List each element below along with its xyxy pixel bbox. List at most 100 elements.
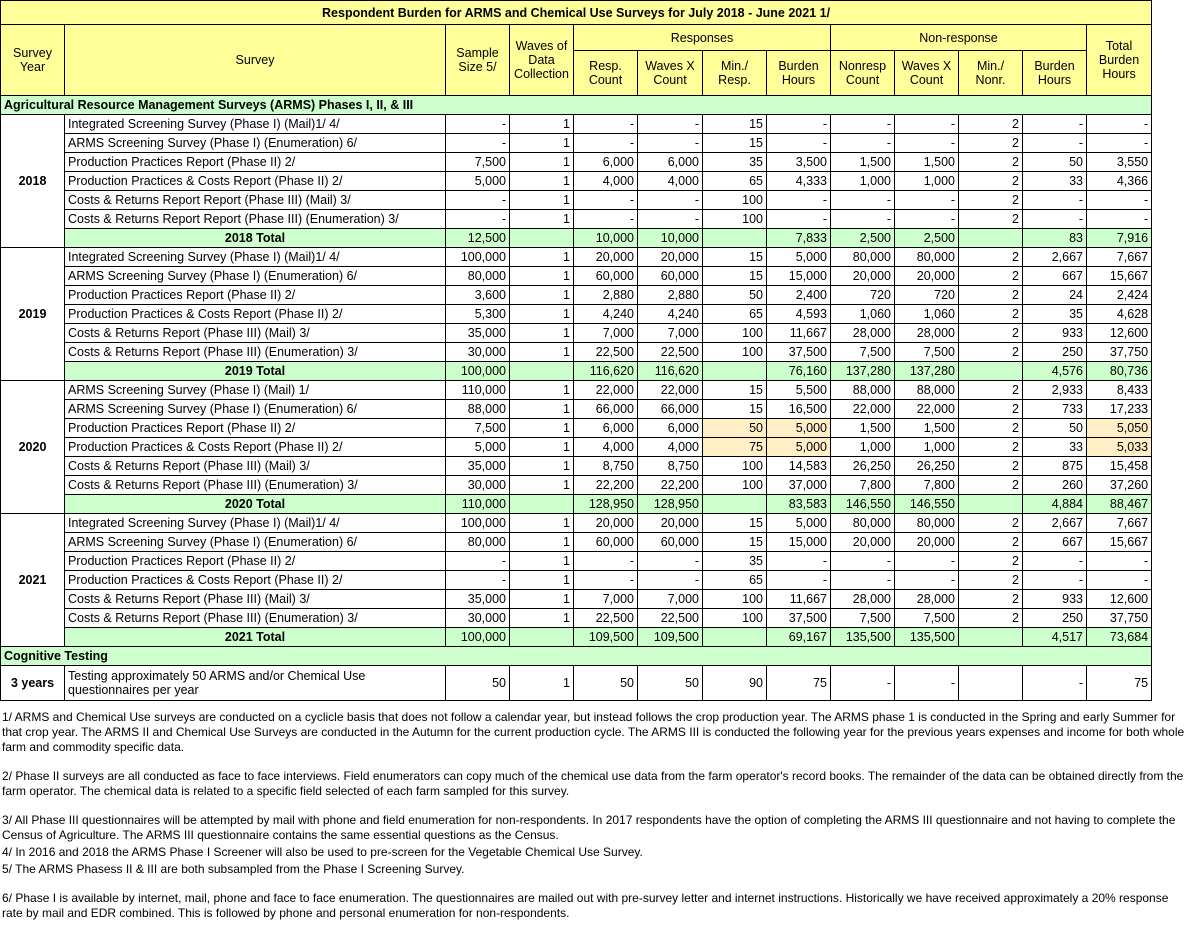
total-row: 2021 Total 100,000 109,500 109,500 69,167 135…: [1, 627, 1153, 647]
cell-value: 24: [1022, 285, 1087, 305]
cell-value: 250: [1022, 342, 1087, 362]
cell-value: 80,000: [830, 513, 895, 533]
cell-value: 100: [702, 342, 767, 362]
cell-value: 2: [958, 513, 1023, 533]
total-value: 80,736: [1085, 361, 1153, 381]
header-sample-size: Sample Size 5/: [445, 24, 510, 96]
cell-value: 16,500: [766, 399, 831, 419]
cell-value: -: [573, 114, 638, 134]
header-resp-sub: Waves X Count: [637, 50, 703, 96]
survey-name: Integrated Screening Survey (Phase I) (M…: [64, 247, 446, 267]
cell-value: 5,000: [445, 171, 510, 191]
table-row: ARMS Screening Survey (Phase I) (Enumera…: [1, 399, 1153, 419]
cell-value: 75: [1085, 665, 1153, 701]
cell-value: -: [830, 190, 895, 210]
survey-name: Production Practices & Costs Report (Pha…: [64, 437, 446, 457]
cell-value: 733: [1022, 399, 1087, 419]
total-value: 4,517: [1022, 627, 1087, 647]
cell-value: 1: [509, 475, 574, 495]
table-row: 2021 Integrated Screening Survey (Phase I…: [0, 513, 1153, 647]
cell-value: 667: [1022, 532, 1087, 552]
total-value: 110,000: [445, 494, 510, 514]
total-value: 83: [1022, 228, 1087, 248]
header-resp-sub: Min./ Resp.: [702, 50, 767, 96]
cell-value: 1,000: [894, 437, 959, 457]
footnote-spacer: [2, 799, 1187, 813]
total-label: 2021 Total: [64, 627, 446, 647]
cell-value: 8,750: [637, 456, 703, 476]
cell-value: 14,583: [766, 456, 831, 476]
cell-value: 1: [509, 532, 574, 552]
cell-value: 7,667: [1085, 247, 1153, 267]
survey-name: Production Practices & Costs Report (Pha…: [64, 304, 446, 324]
cell-value: 7,500: [445, 418, 510, 438]
total-value: [702, 228, 767, 248]
table-row: Costs & Returns Report (Phase III) (Mail…: [1, 323, 1153, 343]
cell-value: -: [894, 133, 959, 153]
cell-value: 1: [509, 152, 574, 172]
cell-value: 6,000: [637, 152, 703, 172]
cell-value: 8,750: [573, 456, 638, 476]
cell-value: -: [1022, 570, 1087, 590]
cell-value: 2,400: [766, 285, 831, 305]
cell-value: 37,000: [766, 475, 831, 495]
cell-value: -: [1085, 190, 1153, 210]
cell-value: 15: [702, 133, 767, 153]
survey-name: ARMS Screening Survey (Phase I) (Enumera…: [64, 133, 446, 153]
total-value: 100,000: [445, 361, 510, 381]
cell-value: 20,000: [894, 532, 959, 552]
cell-value: 2: [958, 266, 1023, 286]
cell-value: 22,500: [573, 608, 638, 628]
cell-value: 4,366: [1085, 171, 1153, 191]
table-row: Production Practices & Costs Report (Pha…: [1, 171, 1153, 191]
cell-value: 250: [1022, 608, 1087, 628]
cell-value: 7,500: [830, 608, 895, 628]
cell-value: 22,000: [637, 380, 703, 400]
cell-value: 1: [509, 190, 574, 210]
cell-value: 88,000: [445, 399, 510, 419]
cell-value: -: [637, 133, 703, 153]
header-responses: Responses: [573, 24, 831, 51]
cell-value: 22,000: [573, 380, 638, 400]
cell-value: 22,500: [637, 608, 703, 628]
cell-value: 37,500: [766, 342, 831, 362]
survey-name: Costs & Returns Report (Phase III) (Mail…: [64, 456, 446, 476]
total-value: 4,576: [1022, 361, 1087, 381]
table-row: 2018 Integrated Screening Survey (Phase I…: [0, 114, 1153, 248]
cell-value: -: [830, 114, 895, 134]
cell-value: 2: [958, 570, 1023, 590]
cell-value: 933: [1022, 589, 1087, 609]
total-value: 116,620: [637, 361, 703, 381]
table-row: Costs & Returns Report Report (Phase III…: [1, 209, 1153, 229]
cell-value: 1: [509, 608, 574, 628]
cell-value: 2: [958, 589, 1023, 609]
total-value: [958, 361, 1023, 381]
header-survey: Survey: [64, 24, 446, 96]
cell-value: -: [894, 114, 959, 134]
cell-value: 2: [958, 209, 1023, 229]
cell-value: 1: [509, 304, 574, 324]
cell-value: 80,000: [830, 247, 895, 267]
cell-value: 20,000: [637, 513, 703, 533]
cell-value: 4,000: [573, 437, 638, 457]
table-row: Costs & Returns Report (Phase III) (Enum…: [1, 342, 1153, 362]
cell-value: 100,000: [445, 513, 510, 533]
cell-value: 37,500: [766, 608, 831, 628]
cell-value: -: [637, 190, 703, 210]
cell-value: 65: [702, 570, 767, 590]
cell-value: 1,000: [830, 437, 895, 457]
cell-value: 100: [702, 209, 767, 229]
cell-value: 1,500: [894, 152, 959, 172]
cell-value: -: [1085, 114, 1153, 134]
cell-value: 6,000: [573, 152, 638, 172]
cell-value: 110,000: [445, 380, 510, 400]
cell-value: 11,667: [766, 323, 831, 343]
cell-value: 7,800: [830, 475, 895, 495]
cell-value: 12,600: [1085, 323, 1153, 343]
cell-value: 15: [702, 247, 767, 267]
survey-year: 2018: [0, 114, 65, 248]
total-value: [509, 494, 574, 514]
cell-value: 37,750: [1085, 342, 1153, 362]
total-row: 2018 Total 12,500 10,000 10,000 7,833 2,500 2,…: [1, 228, 1153, 248]
cell-value: 50: [702, 285, 767, 305]
